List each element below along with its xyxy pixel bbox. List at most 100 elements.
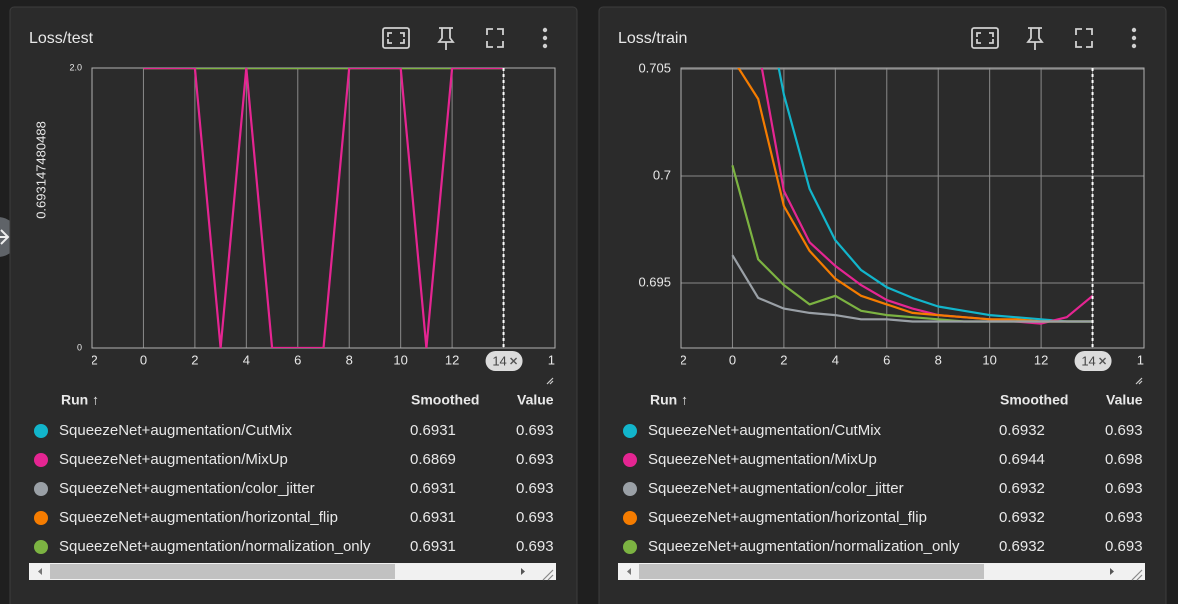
run-name: SqueezeNet+augmentation/color_jitter xyxy=(648,480,904,497)
fullscreen-icon[interactable] xyxy=(486,28,504,48)
run-value: 0.6932 xyxy=(999,509,1045,526)
menu-dot[interactable] xyxy=(1131,27,1137,33)
y-tick-label: 0.705 xyxy=(638,61,671,76)
run-color-dot[interactable] xyxy=(34,424,48,438)
run-value: 0.6931 xyxy=(410,480,456,497)
step-badge-close[interactable] xyxy=(1099,357,1107,365)
y-tick-label: 0.695 xyxy=(638,274,671,289)
table-header[interactable]: Value xyxy=(1106,392,1143,408)
side-toggle-icon xyxy=(0,229,10,245)
run-color-dot[interactable] xyxy=(623,511,637,525)
run-value: 0.6869 xyxy=(410,451,456,468)
scrollbar-thumb[interactable] xyxy=(639,564,984,579)
run-color-dot[interactable] xyxy=(34,511,48,525)
resize-handle[interactable] xyxy=(1135,377,1143,385)
x-tick-label: 12 xyxy=(445,352,459,367)
resize-handle[interactable] xyxy=(542,569,554,581)
x-tick-label: 0 xyxy=(140,352,147,367)
y-axis-label: 0.693147480488 xyxy=(33,121,48,219)
x-tick-label: 10 xyxy=(982,352,996,367)
table-header[interactable]: Smoothed xyxy=(1000,392,1068,408)
y-tick-label: 2.0 xyxy=(69,62,82,72)
fit-domain-glyph xyxy=(387,32,405,44)
resize-handle[interactable] xyxy=(1131,569,1143,581)
x-tick-label: 8 xyxy=(935,352,942,367)
menu-dot[interactable] xyxy=(542,27,548,33)
run-name: SqueezeNet+augmentation/color_jitter xyxy=(59,480,315,497)
table-header[interactable]: Smoothed xyxy=(411,392,479,408)
run-value: 0.693 xyxy=(516,480,554,497)
menu-dot[interactable] xyxy=(542,43,548,49)
run-name: SqueezeNet+augmentation/normalization_on… xyxy=(648,538,960,555)
card: Loss/train-202468101214160.6950.70.70514… xyxy=(598,6,1167,604)
run-name: SqueezeNet+augmentation/CutMix xyxy=(59,422,293,439)
run-value: 0.6932 xyxy=(999,480,1045,497)
run-color-dot[interactable] xyxy=(623,424,637,438)
pin-icon[interactable] xyxy=(437,27,455,50)
menu-dot[interactable] xyxy=(1131,43,1137,49)
run-color-dot[interactable] xyxy=(623,540,637,554)
scroll-right[interactable] xyxy=(521,568,525,575)
series-layer xyxy=(731,68,1094,325)
run-name: SqueezeNet+augmentation/horizontal_flip xyxy=(648,509,927,526)
run-value: 0.6944 xyxy=(999,451,1045,468)
run-value: 0.693 xyxy=(1105,538,1143,555)
series-layer xyxy=(143,68,504,348)
menu-dot[interactable] xyxy=(1131,35,1137,41)
run-color-dot[interactable] xyxy=(623,453,637,467)
x-tick-label: 6 xyxy=(883,352,890,367)
run-color-dot[interactable] xyxy=(34,453,48,467)
x-tick-label: 2 xyxy=(780,352,787,367)
scroll-left[interactable] xyxy=(627,568,631,575)
step-badge-label: 14 xyxy=(492,353,506,368)
x-tick-label: -2 xyxy=(675,352,687,367)
card-title: Loss/train xyxy=(618,30,687,47)
pin-icon[interactable] xyxy=(1026,27,1044,50)
x-tick-label: 0 xyxy=(729,352,736,367)
table-header[interactable]: Run ↑ xyxy=(650,392,688,408)
run-table: Run ↑ Smoothed Value SqueezeNet+augmentatio… xyxy=(623,392,1143,555)
series-line xyxy=(731,254,1093,323)
y-tick-label: 0 xyxy=(77,342,82,352)
run-color-dot[interactable] xyxy=(623,482,637,496)
scrollbar-thumb[interactable] xyxy=(50,564,395,579)
run-value: 0.693 xyxy=(1105,480,1143,497)
series-line xyxy=(760,68,1094,325)
run-value: 0.6932 xyxy=(999,422,1045,439)
plot-area xyxy=(681,68,1144,348)
table-header[interactable]: Run ↑ xyxy=(61,392,99,408)
run-value: 0.693 xyxy=(1105,422,1143,439)
fullscreen-icon[interactable] xyxy=(1075,28,1093,48)
plot-border xyxy=(680,67,1145,349)
run-value: 0.693 xyxy=(516,422,554,439)
scroll-right[interactable] xyxy=(1110,568,1114,575)
x-tick-label: 8 xyxy=(346,352,353,367)
card: Loss/test -2 0 2 4 6 8 10 12 14 16 0 2.0 0.6931474804… xyxy=(9,6,578,604)
x-tick-label: 12 xyxy=(1034,352,1048,367)
series-line xyxy=(143,68,504,348)
card-title: Loss/test xyxy=(29,30,94,47)
run-name: SqueezeNet+augmentation/CutMix xyxy=(648,422,882,439)
step-badge[interactable] xyxy=(485,351,523,371)
table-header[interactable]: Value xyxy=(517,392,554,408)
run-value: 0.693 xyxy=(516,509,554,526)
fit-domain-glyph xyxy=(976,32,994,44)
x-tick-label: -2 xyxy=(86,352,98,367)
run-color-dot[interactable] xyxy=(34,540,48,554)
x-tick-label: 4 xyxy=(243,352,250,367)
menu-dot[interactable] xyxy=(542,35,548,41)
fit-domain-icon[interactable] xyxy=(382,27,410,49)
run-value: 0.693 xyxy=(516,538,554,555)
step-badge-label: 14 xyxy=(1081,353,1095,368)
scroll-left[interactable] xyxy=(38,568,42,575)
run-name: SqueezeNet+augmentation/horizontal_flip xyxy=(59,509,338,526)
resize-handle[interactable] xyxy=(546,377,554,385)
run-name: SqueezeNet+augmentation/normalization_on… xyxy=(59,538,371,555)
step-badge[interactable] xyxy=(1074,351,1112,371)
x-tick-label: 16 xyxy=(548,352,562,367)
run-color-dot[interactable] xyxy=(34,482,48,496)
step-badge-close[interactable] xyxy=(510,357,518,365)
fit-domain-icon[interactable] xyxy=(971,27,999,49)
run-value: 0.6931 xyxy=(410,509,456,526)
